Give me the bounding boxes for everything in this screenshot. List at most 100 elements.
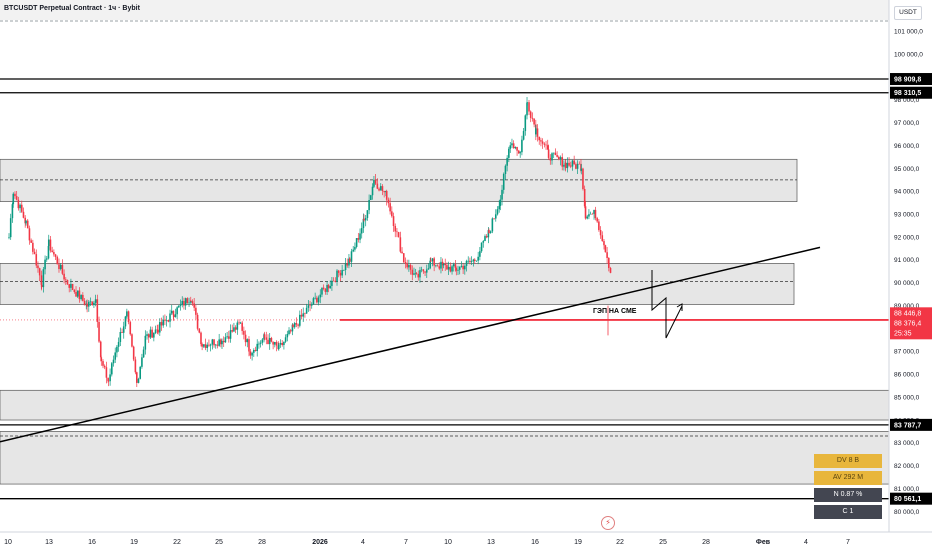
y-tick-label: 98 000,0 — [894, 97, 920, 104]
x-tick-label: 28 — [702, 539, 710, 546]
candle-body — [188, 302, 190, 304]
candle-body — [172, 310, 175, 316]
candle-body — [326, 284, 328, 292]
candle-body — [15, 196, 18, 200]
candle-body — [477, 256, 479, 261]
candle-body — [447, 266, 450, 270]
candle-body — [278, 344, 280, 350]
candle-body — [413, 273, 415, 275]
candle-body — [78, 290, 81, 300]
flash-icon[interactable]: ⚡ — [601, 516, 615, 530]
candle-body — [302, 313, 305, 317]
candle-body — [571, 160, 574, 167]
candle-body — [83, 300, 86, 306]
candle-body — [568, 162, 570, 166]
candle-body — [489, 231, 492, 234]
candle-body — [392, 216, 395, 227]
candle-body — [112, 359, 115, 364]
candle-body — [521, 139, 523, 153]
candle-body — [339, 272, 342, 276]
candle-body — [211, 339, 214, 345]
candle-body — [174, 314, 177, 318]
trend-line[interactable] — [0, 246, 821, 443]
candle-body — [415, 273, 418, 274]
candle-body — [409, 265, 412, 270]
candle-body — [449, 266, 452, 272]
candle-body — [53, 252, 55, 255]
candle-body — [494, 214, 497, 219]
candle-body — [396, 231, 398, 233]
candle-body — [609, 268, 612, 273]
candle-body — [35, 254, 38, 266]
candle-body — [484, 236, 486, 242]
candle-body — [444, 264, 447, 266]
candle-body — [473, 259, 476, 262]
candle-body — [385, 190, 387, 193]
candle-body — [94, 299, 97, 303]
candle-body — [111, 363, 113, 375]
x-tick-label: 13 — [45, 539, 53, 546]
candle-body — [70, 283, 72, 288]
candle-body — [310, 304, 313, 306]
candle-body — [588, 214, 590, 217]
x-tick-label: 19 — [130, 539, 138, 546]
candle-body — [47, 246, 50, 259]
candle-body — [446, 265, 448, 270]
candle-body — [519, 152, 521, 154]
candle-body — [378, 188, 380, 191]
x-tick-label: 22 — [616, 539, 624, 546]
candle-body — [167, 320, 170, 322]
candle-body — [349, 258, 351, 262]
candle-body — [401, 251, 403, 254]
candle-body — [178, 305, 180, 308]
candle-body — [452, 264, 455, 267]
x-tick-label: Фев — [756, 539, 771, 546]
stat-2: N 0.87 % — [814, 488, 882, 502]
y-tick-label: 82 000,0 — [894, 463, 920, 470]
candle-body — [314, 297, 316, 299]
currency-badge[interactable]: USDT — [894, 6, 922, 20]
x-tick-label: 28 — [258, 539, 266, 546]
candle-body — [359, 233, 361, 240]
candle-body — [88, 301, 90, 307]
candle-body — [451, 266, 453, 272]
level-label-bg-1 — [890, 86, 932, 99]
candle-body — [179, 304, 182, 306]
candle-body — [334, 280, 337, 282]
candle-body — [124, 316, 127, 327]
x-tick-label: 10 — [444, 539, 452, 546]
candle-body — [259, 342, 262, 344]
candle-body — [535, 128, 537, 135]
candle-body — [203, 344, 205, 347]
candle-body — [80, 294, 82, 300]
candle-body — [263, 334, 266, 338]
projection-path[interactable] — [651, 270, 683, 339]
candle-body — [214, 344, 217, 346]
candle-body — [604, 245, 607, 253]
candle-body — [254, 349, 257, 351]
candle-body — [427, 268, 430, 270]
candle-body — [606, 252, 608, 258]
gap-annotation: ГЭП НА СМЕ — [593, 308, 637, 315]
candle-body — [414, 273, 417, 274]
candle-body — [288, 330, 290, 335]
candle-body — [460, 265, 463, 267]
candle-body — [275, 342, 278, 346]
candle-body — [457, 269, 459, 271]
candle-body — [28, 228, 31, 241]
candle-body — [239, 322, 242, 324]
candle-body — [295, 323, 298, 325]
candle-body — [154, 329, 157, 333]
candle-body — [411, 269, 414, 275]
candle-body — [208, 344, 210, 346]
chart-title[interactable]: BTCUSDT Perpetual Contract · 1ч · Bybit — [4, 5, 140, 12]
candle-body — [136, 372, 138, 383]
candle-body — [189, 300, 192, 302]
candle-body — [464, 265, 466, 270]
candle-body — [200, 332, 202, 345]
candle-body — [170, 310, 173, 314]
candle-body — [45, 258, 48, 260]
candle-body — [576, 163, 579, 169]
candle-body — [279, 342, 282, 345]
